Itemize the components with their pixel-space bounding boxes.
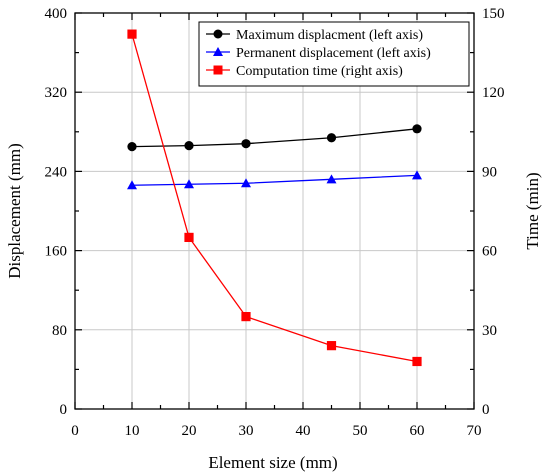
y-right-tick-label: 150 (482, 6, 505, 22)
y-axis-right-title: Time (min) (523, 172, 542, 249)
legend-item-max-displacement: Maximum displacment (left axis) (206, 28, 423, 43)
data-point-max-displacement (184, 141, 194, 151)
x-tick-label: 20 (182, 423, 197, 439)
series-line-permanent-displacement (131, 174, 418, 186)
square-marker-icon (213, 65, 223, 75)
y-right-tick-label: 120 (482, 85, 505, 101)
data-point-permanent-displacement (412, 170, 422, 180)
y-right-tick-label: 60 (482, 244, 497, 260)
y-left-tick-label: 240 (45, 164, 68, 180)
y-left-tick-label: 160 (45, 244, 68, 260)
data-point-computation-time (326, 341, 337, 351)
legend-item-computation-time: Computation time (right axis) (206, 64, 403, 79)
x-tick-label: 0 (71, 423, 79, 439)
legend-label-permanent-displacement: Permanent displacement (left axis) (236, 46, 431, 61)
triangle-marker-icon (213, 47, 223, 56)
legend-label-max-displacement: Maximum displacment (left axis) (236, 28, 423, 43)
data-point-max-displacement (326, 133, 337, 143)
y-left-tick-label: 320 (45, 85, 68, 101)
y-right-tick-label: 30 (482, 323, 497, 339)
legend-label-computation-time: Computation time (right axis) (236, 64, 403, 79)
x-tick-label: 40 (296, 423, 311, 439)
y-right-tick-label: 90 (482, 164, 497, 180)
data-point-permanent-displacement (127, 180, 137, 190)
data-point-computation-time (241, 312, 251, 322)
axes (74, 12, 475, 410)
y-axis-left-title: Displacement (mm) (5, 143, 24, 279)
data-point-max-displacement (127, 142, 137, 152)
data-point-permanent-displacement (184, 179, 194, 189)
data-point-computation-time (412, 356, 422, 367)
data-point-computation-time (184, 232, 194, 242)
data-point-permanent-displacement (241, 178, 251, 188)
series-line-max-displacement (131, 128, 418, 148)
data-point-max-displacement (241, 139, 251, 149)
x-tick-label: 10 (125, 423, 140, 439)
data-point-computation-time (127, 29, 137, 39)
y-left-tick-label: 400 (45, 6, 68, 22)
x-tick-label: 30 (239, 423, 254, 439)
data-point-permanent-displacement (326, 174, 337, 184)
tick-labels: 0 10 20 30 40 50 60 700801602403204000306090120… (45, 6, 505, 439)
x-tick-label: 50 (353, 423, 368, 439)
legend: Maximum displacment (left axis) Permanen… (198, 21, 470, 87)
x-tick-label: 70 (467, 423, 482, 439)
data-point-max-displacement (412, 124, 422, 134)
circle-marker-icon (213, 29, 223, 39)
x-axis-title: Element size (mm) (208, 453, 337, 472)
y-left-tick-label: 80 (52, 323, 67, 339)
legend-item-permanent-displacement: Permanent displacement (left axis) (206, 46, 431, 61)
x-tick-label: 60 (410, 423, 425, 439)
y-left-tick-label: 0 (60, 402, 68, 418)
y-right-tick-label: 0 (482, 402, 490, 418)
series-layer (127, 29, 422, 367)
legend-box (198, 21, 470, 87)
